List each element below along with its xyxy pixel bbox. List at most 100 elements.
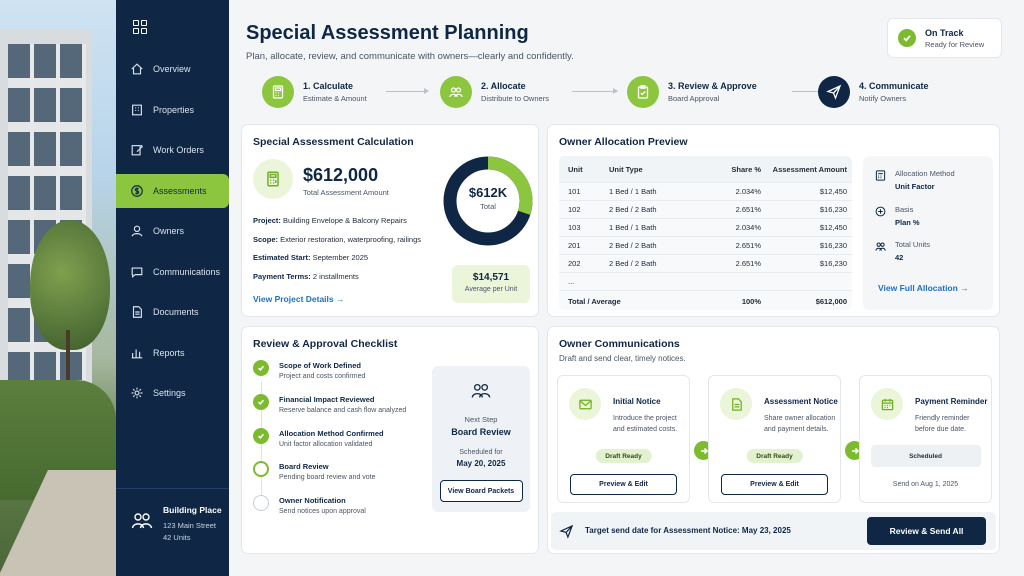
send-icon xyxy=(559,524,574,539)
view-board-packets-button[interactable]: View Board Packets xyxy=(439,480,523,502)
checklist-item[interactable]: Board Review Pending board review and vot… xyxy=(253,461,376,481)
fact-key: Payment Terms: xyxy=(253,271,311,281)
preview-edit-button[interactable]: Preview & Edit xyxy=(721,474,828,495)
step-title: 1. Calculate xyxy=(303,81,354,91)
clipboard-check-icon xyxy=(627,76,659,108)
checklist-item[interactable]: Owner Notification Send notices upon appr… xyxy=(253,495,366,515)
notice-card-assessment[interactable]: Assessment Notice Share owner allocation… xyxy=(708,375,841,503)
status-badge: Draft Ready xyxy=(595,449,652,463)
status-subtitle: Ready for Review xyxy=(925,39,985,49)
view-project-details-link[interactable]: View Project Details → xyxy=(253,294,345,304)
sidebar-item-communications[interactable]: Communications xyxy=(116,255,229,289)
sidebar-item-label: Work Orders xyxy=(153,145,204,155)
step-arrow xyxy=(386,88,429,94)
building-card[interactable]: Building Place 123 Main Street 42 Units xyxy=(116,488,229,576)
allocation-basis: Basis Plan % xyxy=(875,205,920,227)
sidebar-item-documents[interactable]: Documents xyxy=(116,295,229,329)
sidebar-item-owners[interactable]: Owners xyxy=(116,214,229,248)
checklist-item-title: Board Review xyxy=(279,462,329,471)
table-row[interactable]: 102 2 Bed / 2 Bath 2.651% $16,230 xyxy=(559,200,852,218)
sidebar-nav: Overview Properties Work Orders Assessme… xyxy=(116,52,229,417)
sidebar-item-label: Properties xyxy=(153,104,195,115)
sidebar-item-overview[interactable]: Overview xyxy=(116,52,229,86)
fact-value: Building Envelope & Balcony Repairs xyxy=(283,216,407,225)
table-row[interactable]: 103 1 Bed / 1 Bath 2.034% $12,450 xyxy=(559,218,852,236)
table-total-row: Total / Average 100% $612,000 xyxy=(559,290,852,312)
checklist-item-title: Financial Impact Reviewed xyxy=(279,395,375,404)
sidebar-item-label: Assessments xyxy=(153,185,207,196)
checklist-item-subtitle: Unit factor allocation validated xyxy=(279,441,373,448)
total-donut-chart xyxy=(443,156,533,246)
review-approval-checklist-card: Review & Approval Checklist Scope of Wor… xyxy=(241,326,539,554)
cell: 1 Bed / 1 Bath xyxy=(609,223,657,232)
cell: 2.651% xyxy=(735,205,761,214)
fact-value: Exterior restoration, waterproofing, rai… xyxy=(280,234,422,244)
step-calculate[interactable]: 1. Calculate Estimate & Amount xyxy=(262,76,367,108)
status-badge: On Track Ready for Review xyxy=(887,18,1002,58)
cell: $12,450 xyxy=(819,223,847,232)
checklist-item-title: Allocation Method Confirmed xyxy=(279,429,384,438)
building-name: Building Place xyxy=(163,505,222,515)
group-icon xyxy=(875,242,886,251)
donut-accent-arc xyxy=(443,156,533,246)
home-icon xyxy=(131,63,143,75)
review-send-all-button[interactable]: Review & Send All xyxy=(867,517,986,545)
cell: Total / Average xyxy=(568,297,621,306)
checklist-item-subtitle: Reserve balance and cash flow analyzed xyxy=(279,407,407,414)
step-arrow xyxy=(572,88,618,94)
arrow-right-icon: → xyxy=(336,294,345,304)
target-send-bar: Target send date for Assessment Notice: … xyxy=(551,512,996,550)
sidebar-item-reports[interactable]: Reports xyxy=(116,336,229,370)
sidebar-item-work-orders[interactable]: Work Orders xyxy=(116,133,229,167)
preview-edit-button[interactable]: Preview & Edit xyxy=(570,474,677,495)
sidebar-item-assessments[interactable]: Assessments xyxy=(116,173,229,208)
allocation-method: Allocation Method Unit Factor xyxy=(875,169,955,191)
step-title: 2. Allocate xyxy=(481,81,526,91)
view-full-allocation-link[interactable]: View Full Allocation → xyxy=(878,283,969,293)
checklist-item[interactable]: Financial Impact Reviewed Reserve balance… xyxy=(253,394,406,414)
grid-logo-icon[interactable] xyxy=(133,20,147,34)
cell: $16,230 xyxy=(819,259,847,268)
total-amount: $612,000 xyxy=(303,165,379,185)
user-icon xyxy=(131,225,143,237)
step-subtitle: Distribute to Owners xyxy=(481,94,549,103)
step-review-approve[interactable]: 3. Review & Approve Board Approval xyxy=(627,76,757,108)
summary-key: Basis xyxy=(895,205,914,214)
summary-value: Unit Factor xyxy=(895,182,935,191)
notice-card-initial[interactable]: Initial Notice Introduce the project and… xyxy=(557,375,690,503)
group-icon xyxy=(471,383,491,398)
notice-description: Introduce the project and estimated cost… xyxy=(613,415,678,433)
link-label: View Project Details xyxy=(253,294,334,304)
step-subtitle: Estimate & Amount xyxy=(303,94,367,103)
notice-card-reminder[interactable]: Payment Reminder Friendly reminder befor… xyxy=(859,375,992,503)
document-icon xyxy=(132,306,142,318)
notice-description: Friendly reminder before due date. xyxy=(915,415,970,433)
building-facade xyxy=(0,30,92,390)
calculator-icon xyxy=(262,76,294,108)
checklist-item[interactable]: Scope of Work Defined Project and costs c… xyxy=(253,360,365,380)
status-badge: Draft Ready xyxy=(746,449,803,463)
next-step-label: Next Step xyxy=(464,415,498,424)
step-communicate[interactable]: 4. Communicate Notify Owners xyxy=(818,76,929,108)
next-step-panel: Next Step Board Review Scheduled for May… xyxy=(432,366,530,512)
table-row[interactable]: 101 1 Bed / 1 Bath 2.034% $12,450 xyxy=(559,182,852,200)
sidebar-item-settings[interactable]: Settings xyxy=(116,376,229,410)
calendar-icon xyxy=(871,388,903,420)
table-row: ... xyxy=(559,272,852,290)
project-facts: Project: Building Envelope & Balcony Rep… xyxy=(253,212,421,286)
step-allocate[interactable]: 2. Allocate Distribute to Owners xyxy=(440,76,549,108)
table-row[interactable]: 201 2 Bed / 2 Bath 2.651% $16,230 xyxy=(559,236,852,254)
donut-label: Total xyxy=(480,202,496,211)
column-header: Assessment Amount xyxy=(772,164,847,174)
sidebar-item-properties[interactable]: Properties xyxy=(116,93,229,127)
card-title: Review & Approval Checklist xyxy=(253,338,398,350)
mail-icon xyxy=(569,388,601,420)
cell: $612,000 xyxy=(815,297,847,306)
page-subtitle: Plan, allocate, review, and communicate … xyxy=(246,51,574,62)
status-title: On Track xyxy=(925,27,964,38)
fact-key: Scope: xyxy=(253,234,279,244)
send-icon xyxy=(818,76,850,108)
table-row[interactable]: 202 2 Bed / 2 Bath 2.651% $16,230 xyxy=(559,254,852,272)
arrow-right-icon: → xyxy=(960,283,969,293)
checklist-item[interactable]: Allocation Method Confirmed Unit factor a… xyxy=(253,428,384,448)
